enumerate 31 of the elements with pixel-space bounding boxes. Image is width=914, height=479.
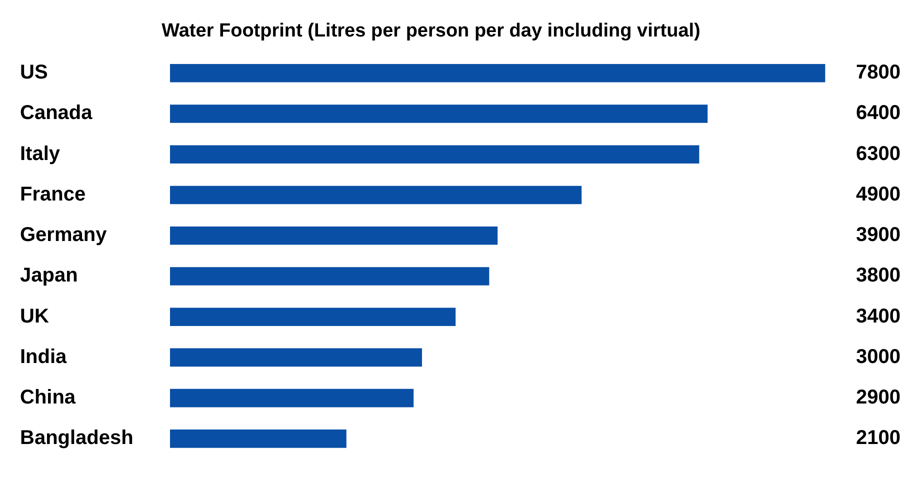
bar (170, 64, 826, 82)
y-tick-label: Japan (20, 264, 78, 287)
bar (170, 104, 708, 123)
bar (170, 348, 422, 367)
data-label: 2900 (856, 386, 900, 409)
y-tick-label: Bangladesh (20, 427, 134, 450)
data-label: 3800 (856, 264, 900, 287)
data-label: 2100 (856, 427, 900, 450)
y-tick-label: US (20, 62, 48, 84)
bar (170, 430, 346, 448)
data-label: 6400 (856, 102, 900, 124)
bar (170, 267, 490, 286)
bar (170, 226, 498, 245)
bar (170, 186, 582, 204)
data-label: 3400 (856, 305, 900, 328)
data-label: 6300 (856, 142, 900, 165)
y-tick-label: Canada (20, 102, 94, 124)
y-tick-label: Italy (20, 142, 61, 165)
data-label: 3000 (856, 346, 900, 368)
y-tick-label: UK (20, 305, 50, 328)
y-tick-label: China (20, 386, 76, 409)
data-label: 7800 (856, 62, 900, 84)
data-label: 3900 (856, 224, 900, 246)
bar (170, 388, 414, 408)
y-tick-label: India (20, 346, 68, 368)
y-tick-label: France (20, 183, 86, 206)
data-label: 4900 (856, 183, 900, 206)
bar (170, 308, 456, 326)
chart-title: Water Footprint (Litres per person per day including virtual) (162, 20, 700, 42)
bar (170, 145, 700, 164)
y-tick-label: Germany (20, 224, 108, 246)
